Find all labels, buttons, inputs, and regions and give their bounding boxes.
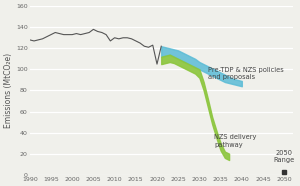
Text: Pre-TDP & NZS policies
and proposals: Pre-TDP & NZS policies and proposals	[208, 67, 284, 80]
Y-axis label: Emissions (MtCO₂e): Emissions (MtCO₂e)	[4, 53, 13, 128]
Text: NZS delivery
pathway: NZS delivery pathway	[214, 134, 256, 148]
Text: 2050
Range: 2050 Range	[274, 150, 295, 163]
